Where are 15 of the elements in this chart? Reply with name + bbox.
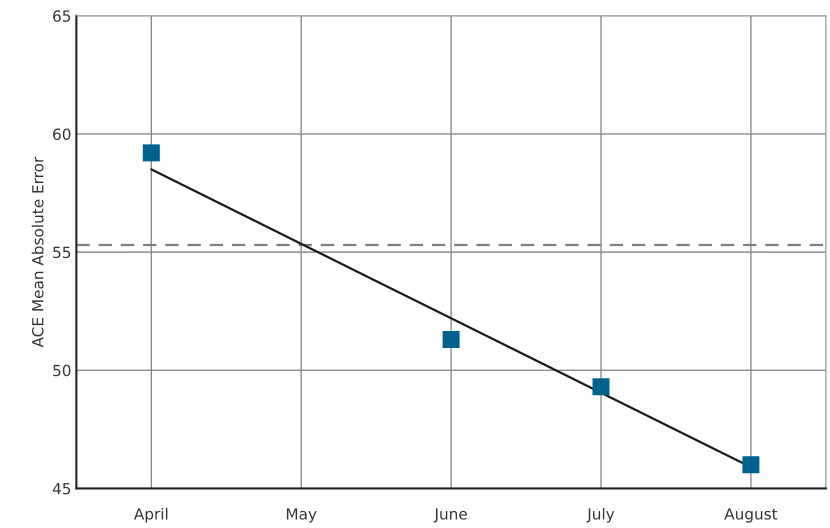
x-tick-label: April [134,508,168,523]
y-tick-label: 55 [53,246,70,258]
y-tick-label: 45 [52,483,70,494]
y-tick-label: 50 [53,364,70,376]
y-tick-label: 65 [53,10,70,22]
point [742,456,760,474]
x-tick-label: June [434,508,467,523]
y-tick-label: 60 [53,128,70,140]
point [442,331,460,348]
point [142,144,160,162]
x-tick-label: July [586,508,614,523]
y-axis-title: ACE Mean Absolute Error [32,156,44,348]
x-tick-label: May [286,508,317,523]
point [592,378,610,396]
x-tick-label: August [724,508,778,523]
